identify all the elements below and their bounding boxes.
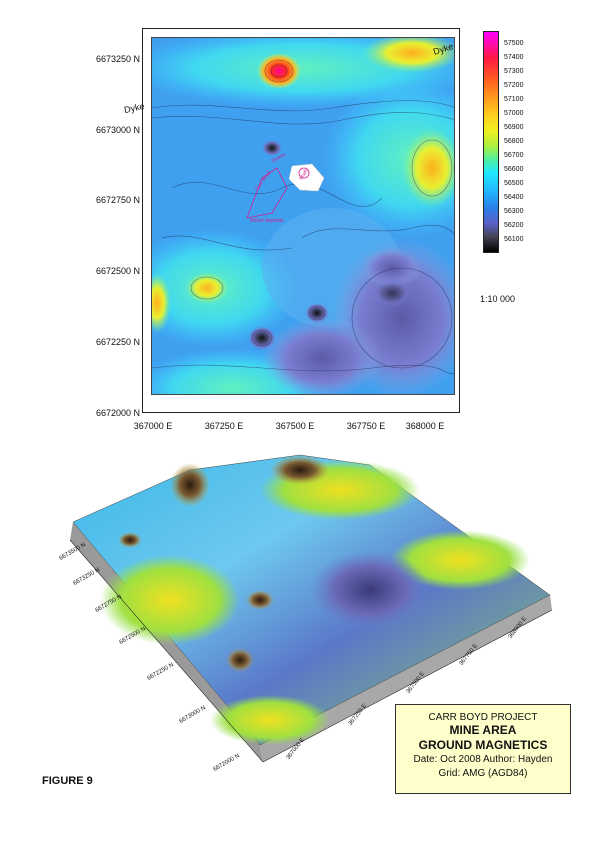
x-tick-label: 367750 E [346, 421, 386, 431]
colorbar-label: 57400 [504, 54, 524, 61]
colorbar-label: 56800 [504, 138, 524, 145]
grid-info: Grid: AMG (AGD84) [438, 768, 528, 779]
x-tick-label: 368000 E [405, 421, 445, 431]
colorbar-label: 56500 [504, 180, 524, 187]
colorbar-label: 56300 [504, 208, 524, 215]
colorbar-label: 56200 [504, 222, 524, 229]
colorbar [483, 31, 499, 253]
date-author: Date: Oct 2008 Author: Hayden [413, 754, 553, 765]
x-tick-label: 367250 E [204, 421, 244, 431]
y-tick-label: 6672500 N [95, 266, 140, 276]
magnetic-map-image [152, 38, 454, 394]
figure-label: FIGURE 9 [42, 775, 93, 787]
colorbar-label: 57300 [504, 68, 524, 75]
map-scale: 1:10 000 [480, 294, 516, 304]
colorbar-label: 57100 [504, 96, 524, 103]
map-axis-frame [142, 28, 460, 413]
magnetic-map-3d [69, 454, 553, 763]
colorbar-label: 56600 [504, 166, 524, 173]
y-tick-label: 6673000 N [95, 125, 140, 135]
colorbar-label: 56900 [504, 124, 524, 131]
y-tick-label: 6673250 N [95, 54, 140, 64]
colorbar-label: 57500 [504, 40, 524, 47]
y-tick-label: 6672000 N [95, 408, 140, 418]
colorbar-label: 56400 [504, 194, 524, 201]
colorbar-label: 56100 [504, 236, 524, 243]
annotation-nickel-deposits: Nickel deposits [250, 218, 284, 224]
title-line-2: GROUND MAGNETICS [418, 738, 548, 752]
title-block: CARR BOYD PROJECT MINE AREA GROUND MAGNE… [395, 704, 571, 794]
y-tick-label: 6672750 N [95, 195, 140, 205]
x-tick-label: 367500 E [275, 421, 315, 431]
colorbar-label: 57000 [504, 110, 524, 117]
magnetic-map-2d [151, 37, 455, 395]
project-name: CARR BOYD PROJECT [428, 712, 538, 723]
x-tick-label: 367000 E [133, 421, 173, 431]
colorbar-label: 57200 [504, 82, 524, 89]
colorbar-label: 56700 [504, 152, 524, 159]
title-line-1: MINE AREA [449, 723, 517, 737]
y-tick-label: 6672250 N [95, 337, 140, 347]
